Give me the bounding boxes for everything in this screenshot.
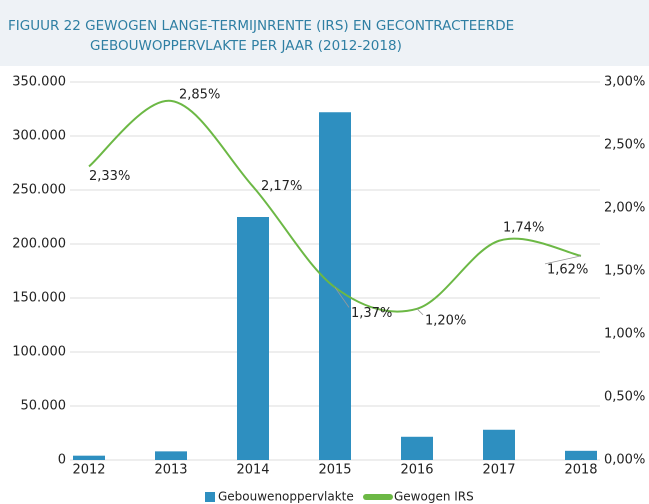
- y2-tick-label: 3,00%: [604, 75, 645, 90]
- data-label: 1,74%: [503, 220, 544, 235]
- y-tick-label: 250.000: [12, 183, 66, 198]
- y-tick-label: 300.000: [12, 129, 66, 144]
- bar: [319, 112, 351, 461]
- y-tick-label: 350.000: [12, 75, 66, 90]
- y-tick-label: 100.000: [12, 345, 66, 360]
- x-tick-label: 2013: [154, 463, 187, 478]
- x-tick-label: 2012: [72, 463, 105, 478]
- y-tick-label: 200.000: [12, 237, 66, 252]
- chart-title: FIGUUR 22 GEWOGEN LANGE-TERMIJNRENTE (IR…: [8, 18, 514, 34]
- legend-label: Gebouwenoppervlakte: [218, 490, 354, 504]
- y-tick-label: 50.000: [21, 399, 67, 414]
- bar: [73, 455, 105, 460]
- y2-tick-label: 1,50%: [604, 264, 645, 279]
- bar: [483, 429, 515, 460]
- x-tick-label: 2014: [236, 463, 269, 478]
- y2-tick-label: 0,00%: [604, 453, 645, 468]
- line: [88, 99, 582, 313]
- legend-label: Gewogen IRS: [394, 490, 474, 504]
- x-tick-label: 2018: [564, 463, 597, 478]
- data-label: 2,17%: [261, 179, 302, 194]
- y2-tick-label: 2,50%: [604, 138, 645, 153]
- y2-tick-label: 1,00%: [604, 327, 645, 342]
- bar: [565, 450, 597, 460]
- leader-line: [334, 287, 350, 308]
- bar: [237, 217, 269, 460]
- y-tick-label: 150.000: [12, 291, 66, 306]
- data-label: 1,62%: [547, 262, 588, 277]
- y2-tick-label: 2,00%: [604, 201, 645, 216]
- bar: [155, 451, 187, 460]
- y2-tick-label: 0,50%: [604, 390, 645, 405]
- title-band: [0, 0, 649, 66]
- chart-title: GEBOUWOPPERVLAKTE PER JAAR (2012-2018): [90, 38, 402, 54]
- legend-swatch: [205, 492, 215, 502]
- leader-line: [416, 308, 424, 316]
- data-label: 2,33%: [89, 169, 130, 184]
- x-tick-label: 2016: [400, 463, 433, 478]
- x-tick-label: 2017: [482, 463, 515, 478]
- leader-line: [544, 255, 582, 265]
- y-tick-label: 0: [58, 453, 66, 468]
- bar: [401, 436, 433, 460]
- data-label: 1,20%: [425, 313, 466, 328]
- data-label: 2,85%: [179, 87, 220, 102]
- x-tick-label: 2015: [318, 463, 351, 478]
- data-label: 1,37%: [351, 306, 392, 321]
